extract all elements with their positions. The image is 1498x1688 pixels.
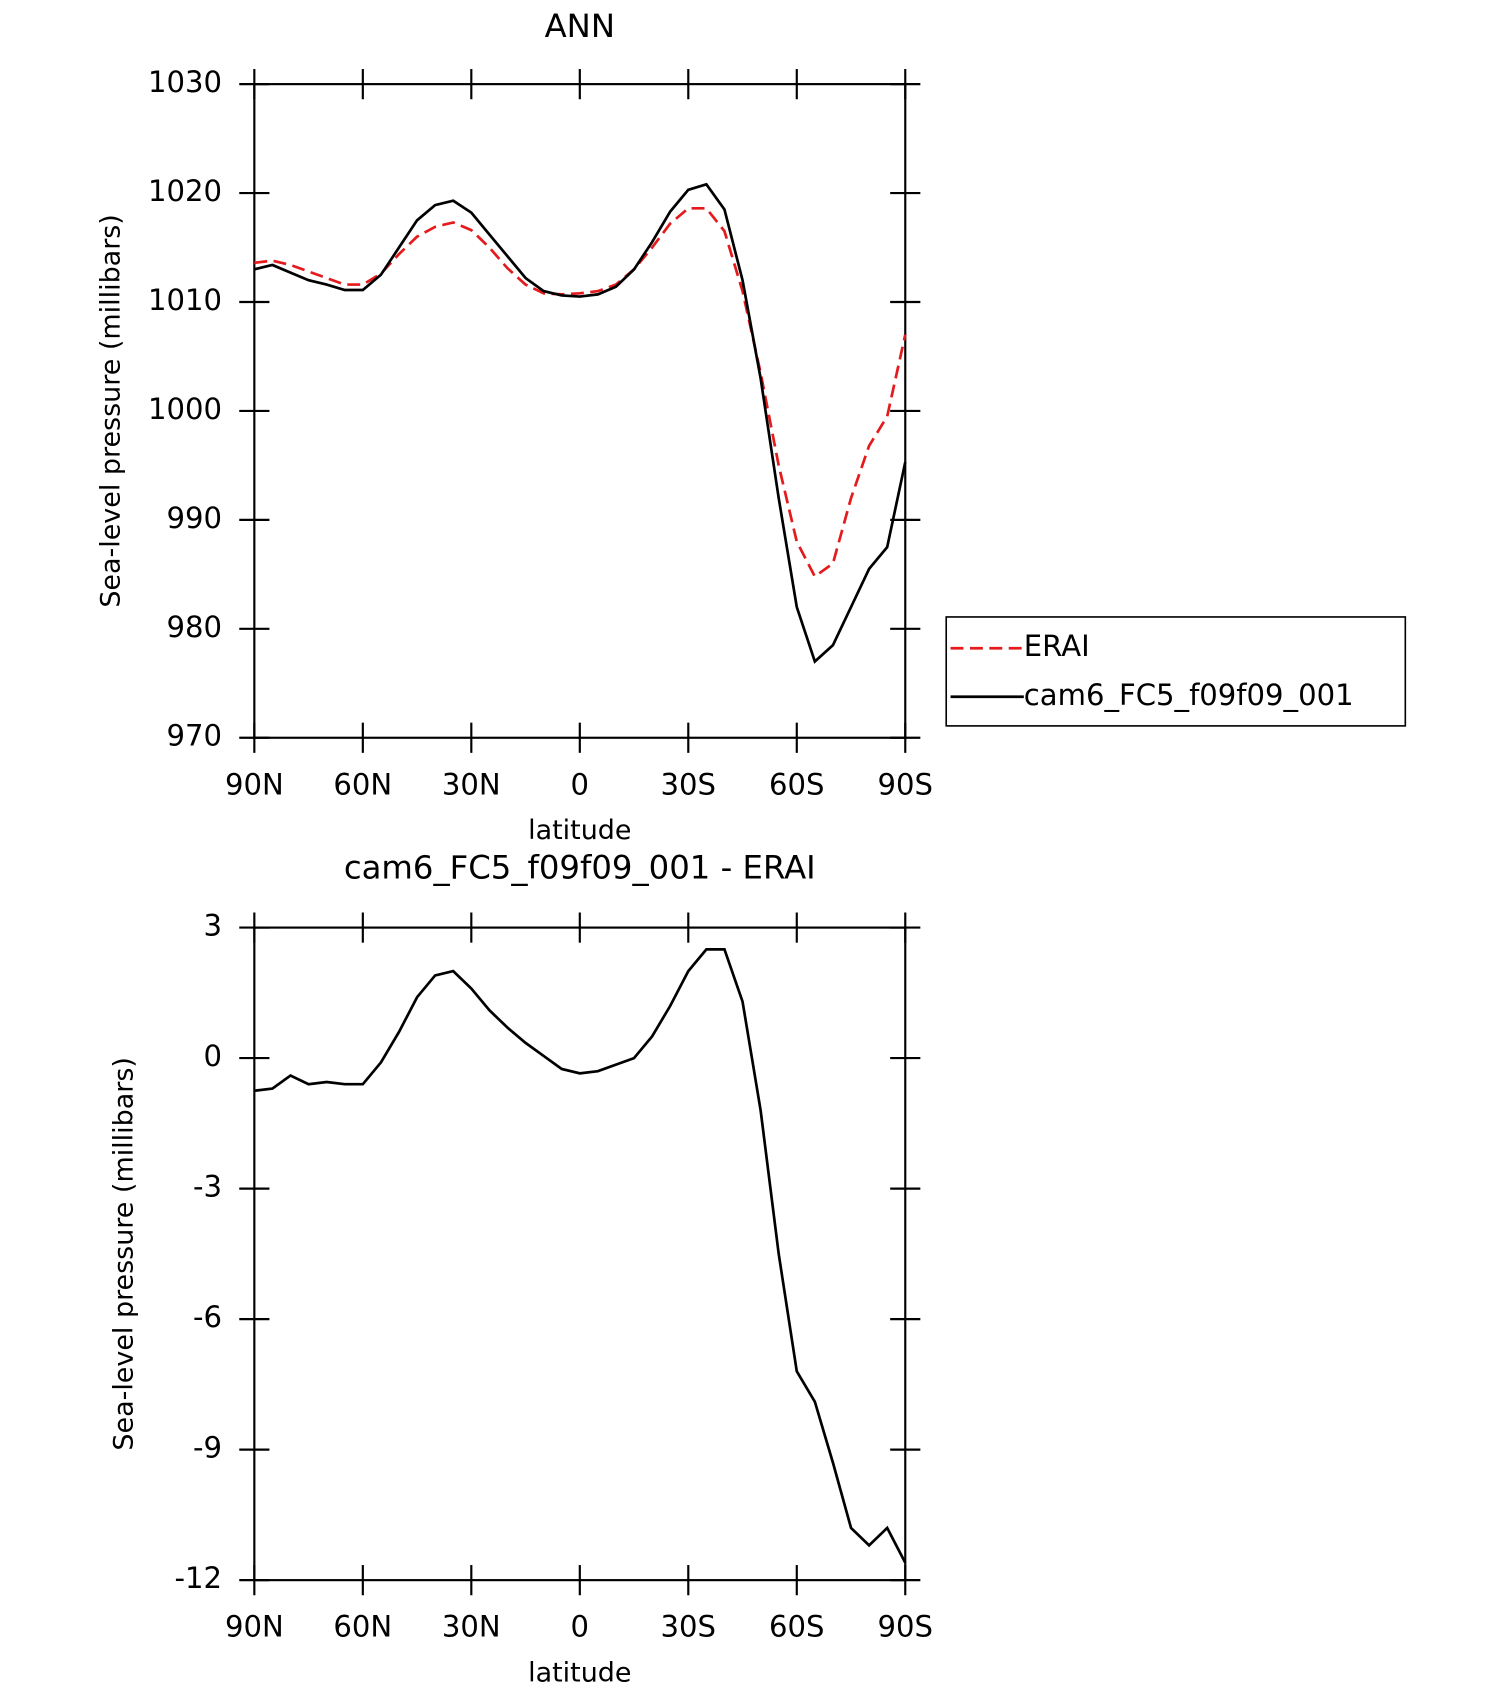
y-tick-label: 980 [166,610,222,644]
y-tick-label: 990 [166,501,222,535]
x-tick-label: 0 [571,1610,590,1644]
plot-frame [253,926,907,1582]
x-tick-label: 90S [878,1610,933,1644]
x-tick-label: 30S [661,767,716,801]
x-tick-label: 60N [333,1610,392,1644]
x-tick-label: 60S [769,767,824,801]
y-tick-label: -9 [193,1431,222,1465]
x-tick-label: 90N [225,1610,284,1644]
legend-label: ERAI [1024,629,1090,663]
x-tick-label: 90N [225,767,284,801]
x-tick-label: 30N [442,1610,501,1644]
legend-box [945,616,1407,727]
data-line [254,206,907,579]
data-line [254,182,907,664]
y-tick-label: -3 [193,1170,222,1204]
y-axis-label: Sea-level pressure (millibars) [109,1057,140,1451]
chart-title: ANN [545,7,615,45]
x-tick-label: 30S [661,1610,716,1644]
data-line [254,947,907,1564]
y-tick-label: 1000 [148,392,222,426]
x-tick-label: 30N [442,767,501,801]
y-tick-label: -6 [193,1300,222,1334]
x-axis-label: latitude [528,815,631,846]
x-tick-label: 60N [333,767,392,801]
y-tick-label: 1030 [148,65,222,99]
x-tick-label: 60S [769,1610,824,1644]
y-tick-label: -12 [174,1561,222,1595]
y-tick-label: 3 [203,909,222,943]
legend-label: cam6_FC5_f09f09_001 [1024,678,1354,712]
x-tick-label: 90S [878,767,933,801]
y-tick-label: 1020 [148,174,222,208]
y-axis-label: Sea-level pressure (millibars) [96,214,127,608]
y-tick-label: 0 [203,1039,222,1073]
y-tick-label: 1010 [148,283,222,317]
x-tick-label: 0 [571,767,590,801]
x-axis-label: latitude [528,1657,631,1688]
chart-title: cam6_FC5_f09f09_001 - ERAI [344,848,816,886]
y-tick-label: 970 [166,719,222,753]
